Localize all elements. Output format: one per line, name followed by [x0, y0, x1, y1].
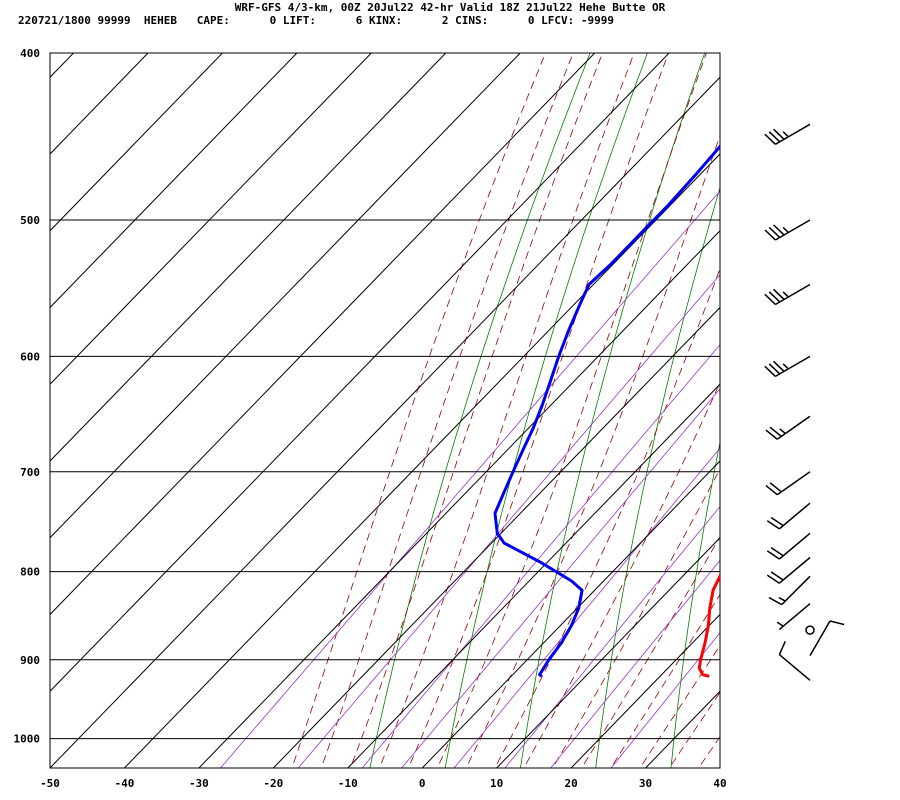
plot-frame — [49, 52, 721, 769]
moist-adiabat — [494, 267, 720, 768]
y-tick-label: 900 — [20, 654, 40, 667]
dry-adiabat — [670, 440, 720, 768]
wind-barb — [766, 556, 811, 584]
y-tick-label: 1000 — [14, 733, 41, 746]
x-tick-label: 40 — [713, 777, 726, 790]
mixing-ratio-line — [297, 274, 720, 768]
isotherm — [50, 53, 298, 309]
isotherm — [496, 537, 720, 768]
isotherm — [50, 53, 223, 232]
wind-barb — [764, 283, 811, 306]
moist-adiabat — [523, 381, 720, 768]
moist-adiabat — [291, 53, 547, 768]
moist-adiabat — [320, 53, 574, 768]
x-tick-label: 0 — [419, 777, 426, 790]
moist-adiabat — [552, 468, 720, 768]
y-tick-label: 700 — [20, 466, 40, 479]
x-tick-label: -20 — [263, 777, 283, 790]
isotherm — [347, 383, 720, 768]
dry-adiabat — [369, 53, 591, 768]
y-tick-label: 400 — [20, 47, 40, 60]
moist-adiabat — [465, 134, 720, 768]
isotherm — [421, 460, 720, 768]
moist-adiabat — [407, 53, 669, 768]
x-tick-label: -40 — [115, 777, 135, 790]
wind-barbs — [764, 123, 845, 681]
wind-barb — [766, 532, 811, 560]
dry-adiabat — [444, 53, 648, 768]
isotherm — [124, 153, 720, 768]
mixing-ratio-line — [453, 447, 720, 768]
axis-ticks: -50 -40 -30 -20 -10 0 10 20 30 40 400 500 600 700 800 9… — [14, 47, 727, 790]
wind-barb — [768, 575, 811, 606]
dewpoint-profile — [493, 144, 720, 678]
wind-barb — [764, 219, 811, 241]
mixing-ratio-line — [401, 388, 720, 768]
wind-barb — [776, 603, 811, 631]
wind-barb — [805, 625, 815, 635]
wind-barb — [764, 355, 811, 378]
dry-adiabat — [746, 15, 888, 776]
mixing-ratio-line — [610, 632, 720, 768]
isotherm — [50, 53, 596, 616]
x-tick-label: -30 — [189, 777, 209, 790]
mixing-ratio-line — [504, 506, 720, 768]
wind-barb — [765, 471, 811, 496]
isotherm — [50, 53, 670, 692]
dry-adiabat — [519, 53, 706, 768]
mixing-ratio-line — [550, 559, 720, 768]
wind-barb — [809, 620, 845, 657]
y-tick-label: 800 — [20, 566, 40, 579]
isotherm — [50, 76, 720, 768]
chart-title: WRF-GFS 4/3-km, 00Z 20Jul22 42-hr Valid … — [234, 1, 666, 14]
y-tick-label: 600 — [20, 350, 40, 363]
profiles — [493, 144, 720, 678]
x-tick-label: -50 — [40, 777, 60, 790]
isotherm — [719, 767, 720, 768]
isotherm — [50, 53, 372, 385]
moist-adiabat — [349, 53, 604, 768]
isotherm — [50, 53, 447, 462]
mixing-ratio-line — [361, 344, 720, 768]
moist-adiabat — [581, 536, 720, 768]
grid — [49, 52, 721, 769]
wind-barb — [766, 502, 811, 530]
moist-adiabat — [436, 53, 707, 768]
sounding-indices: 220721/1800 99999 HEHEB CAPE: 0 LIFT: 6 … — [18, 14, 615, 27]
moist-adiabat — [698, 736, 720, 768]
x-tick-label: 10 — [490, 777, 503, 790]
background-lines — [219, 15, 900, 776]
moist-adiabat — [610, 593, 720, 768]
dry-adiabat — [595, 186, 720, 768]
isotherm — [198, 230, 720, 768]
mixing-ratio-line — [219, 190, 720, 768]
x-tick-label: 30 — [639, 777, 652, 790]
dry-adiabat — [821, 15, 900, 776]
isotherm — [570, 613, 720, 768]
temperature-profile — [697, 572, 720, 678]
moist-adiabat — [723, 15, 900, 776]
x-tick-label: 20 — [564, 777, 577, 790]
isotherms — [50, 53, 720, 768]
wind-barb — [765, 415, 811, 440]
isotherm — [272, 306, 720, 768]
wind-barb — [764, 123, 811, 145]
y-tick-label: 500 — [20, 214, 40, 227]
wind-barb — [778, 641, 811, 681]
isotherm — [50, 53, 521, 539]
x-tick-label: -10 — [338, 777, 358, 790]
moist-adiabat — [378, 53, 635, 768]
